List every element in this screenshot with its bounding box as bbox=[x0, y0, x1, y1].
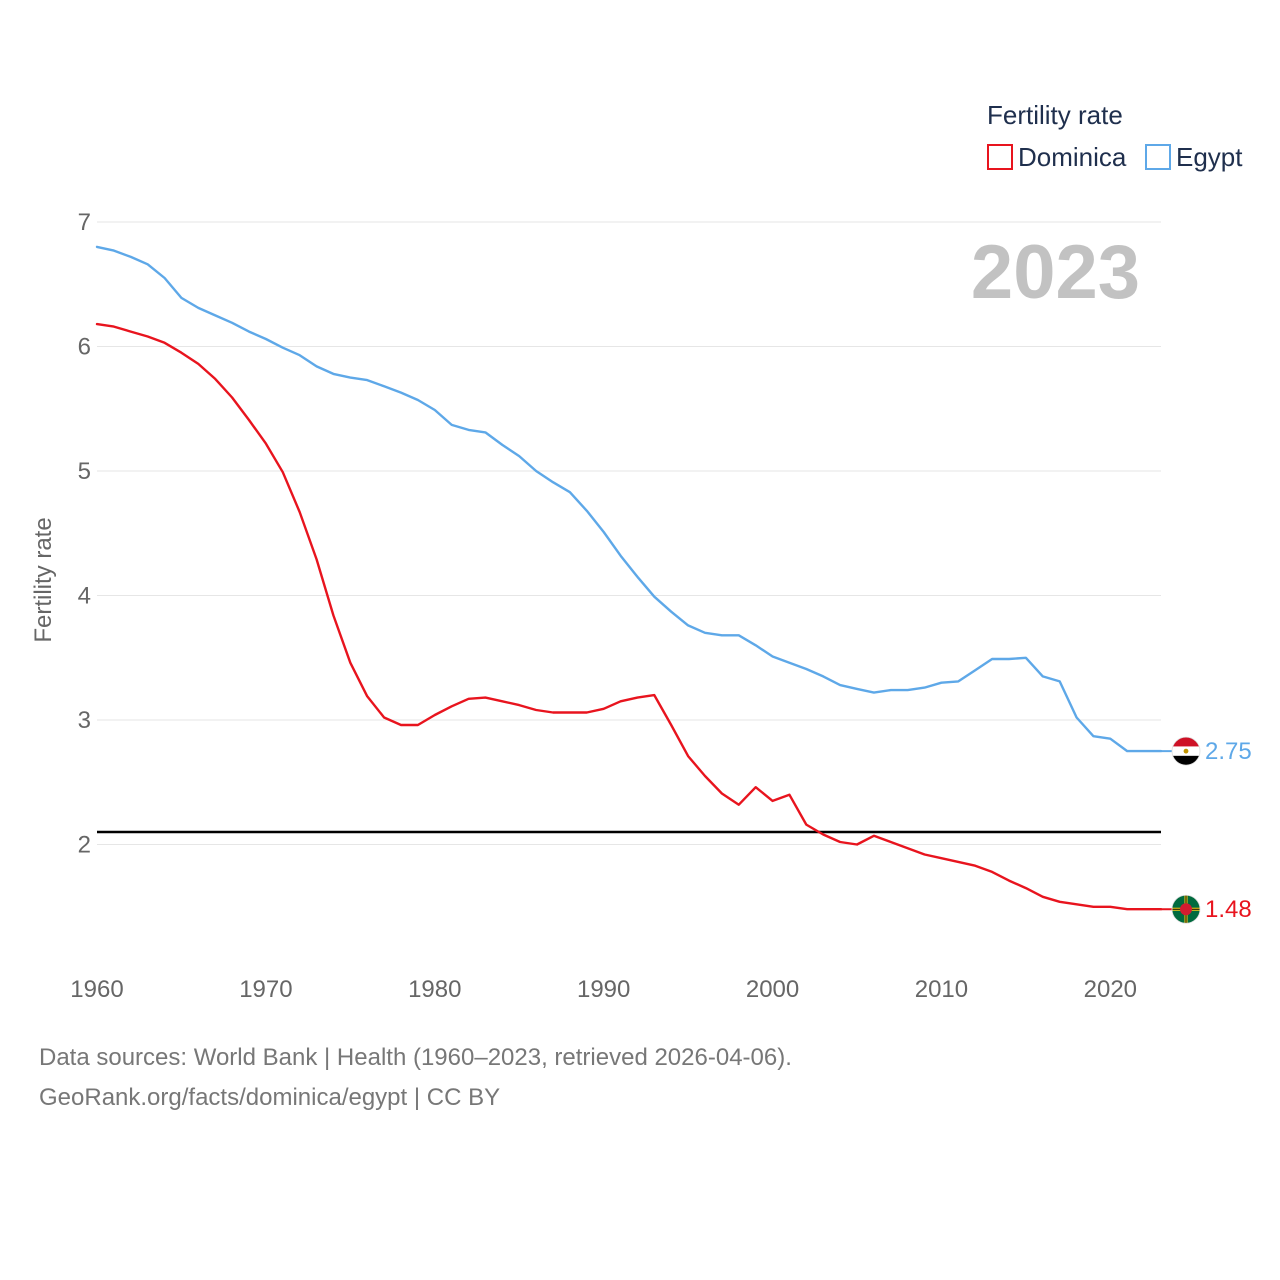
dominica-end-marker: 1.48 bbox=[1161, 894, 1252, 924]
legend-swatch-dominica bbox=[987, 144, 1013, 170]
legend: Fertility rate Dominica Egypt bbox=[987, 100, 1243, 172]
y-tick-5: 5 bbox=[78, 458, 91, 485]
legend-label-egypt: Egypt bbox=[1176, 142, 1243, 172]
x-tick-1980: 1980 bbox=[408, 976, 461, 1003]
dominica-flag-icon bbox=[1171, 894, 1201, 924]
data-source-note: Data sources: World Bank | Health (1960–… bbox=[39, 1044, 792, 1071]
x-tick-2010: 2010 bbox=[915, 976, 968, 1003]
legend-item-dominica[interactable]: Dominica bbox=[987, 142, 1127, 172]
egypt-end-marker: 2.75 bbox=[1161, 736, 1252, 766]
y-tick-3: 3 bbox=[78, 707, 91, 734]
x-tick-2020: 2020 bbox=[1084, 976, 1137, 1003]
series-lines bbox=[95, 245, 1163, 911]
dominica-end-value: 1.48 bbox=[1205, 896, 1252, 923]
egypt-end-value: 2.75 bbox=[1205, 738, 1252, 765]
x-tick-1960: 1960 bbox=[70, 976, 123, 1003]
x-tick-1970: 1970 bbox=[239, 976, 292, 1003]
year-watermark: 2023 bbox=[971, 230, 1140, 315]
series-line-dominica bbox=[95, 322, 1163, 911]
gridlines bbox=[97, 221, 1161, 845]
egypt-flag-icon bbox=[1171, 736, 1201, 766]
legend-title: Fertility rate bbox=[987, 100, 1123, 130]
y-tick-6: 6 bbox=[78, 334, 91, 361]
y-axis-ticks: 2 3 4 5 6 7 bbox=[78, 209, 91, 859]
series-line-egypt bbox=[95, 245, 1163, 753]
y-tick-7: 7 bbox=[78, 209, 91, 236]
y-tick-4: 4 bbox=[78, 583, 91, 610]
legend-label-dominica: Dominica bbox=[1018, 142, 1127, 172]
legend-swatch-egypt bbox=[1145, 144, 1171, 170]
y-tick-2: 2 bbox=[78, 832, 91, 859]
source-link[interactable]: GeoRank.org/facts/dominica/egypt | CC BY bbox=[39, 1084, 501, 1111]
legend-item-egypt[interactable]: Egypt bbox=[1145, 142, 1243, 172]
x-axis-ticks: 1960 1970 1980 1990 2000 2010 2020 bbox=[70, 976, 1137, 1003]
x-tick-2000: 2000 bbox=[746, 976, 799, 1003]
y-axis-title: Fertility rate bbox=[30, 517, 57, 642]
x-tick-1990: 1990 bbox=[577, 976, 630, 1003]
